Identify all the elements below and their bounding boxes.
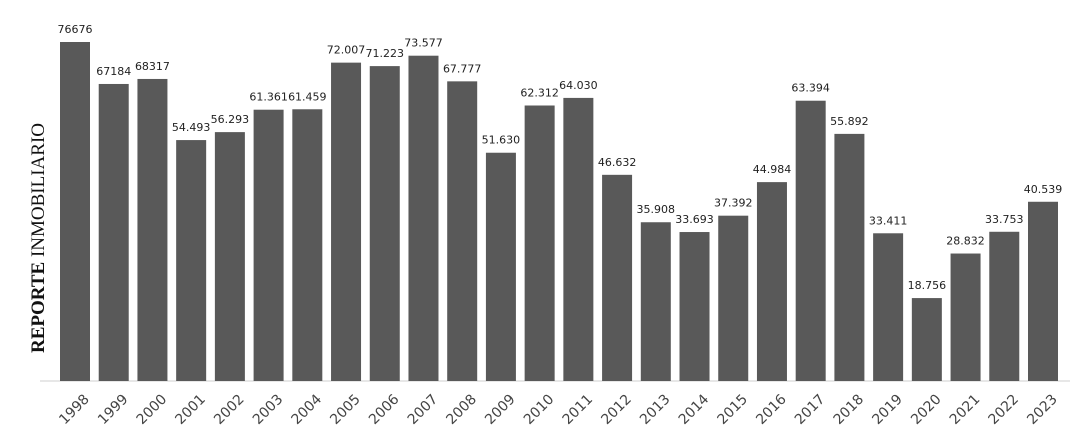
value-label: 18.756 <box>908 279 947 292</box>
value-label: 33.693 <box>675 213 714 226</box>
y-axis-label: REPORTE INMOBILIARIO <box>28 123 49 353</box>
x-tick-label: 1998 <box>56 391 93 428</box>
bar <box>98 83 129 382</box>
value-label: 71.223 <box>366 47 405 60</box>
x-tick-label: 2013 <box>637 391 674 428</box>
bar <box>989 231 1020 381</box>
x-tick-label: 2005 <box>327 391 364 428</box>
value-label: 40.539 <box>1024 183 1063 196</box>
bar <box>873 233 904 381</box>
bar <box>408 55 439 382</box>
bar <box>60 42 90 381</box>
x-tick-label: 2015 <box>714 391 751 428</box>
bar <box>718 215 749 381</box>
value-label: 51.630 <box>482 134 521 147</box>
x-tick-label: 2001 <box>172 391 209 428</box>
bar <box>563 97 594 381</box>
y-label-rest: INMOBILIARIO <box>28 123 49 257</box>
value-label: 64.030 <box>559 79 598 92</box>
value-label: 61.361 <box>249 91 288 104</box>
value-label: 44.984 <box>753 163 792 176</box>
x-tick-label: 2020 <box>908 391 945 428</box>
x-tick-label: 2012 <box>598 391 635 428</box>
value-label: 67184 <box>96 65 131 78</box>
bar <box>524 105 555 381</box>
x-tick-label: 2011 <box>560 391 597 428</box>
value-label: 56.293 <box>211 113 250 126</box>
bar <box>834 133 865 381</box>
bar <box>331 62 362 382</box>
bar <box>485 152 516 381</box>
x-tick-label: 2006 <box>366 391 403 428</box>
x-tick-label: 2010 <box>521 391 558 428</box>
bar <box>795 100 826 382</box>
x-tick-label: 2000 <box>134 391 171 428</box>
x-tick-label: 2008 <box>443 391 480 428</box>
value-label: 61.459 <box>288 90 327 103</box>
bar <box>253 109 284 381</box>
value-label: 73.577 <box>404 37 443 50</box>
value-label: 35.908 <box>637 203 676 216</box>
x-tick-label: 2017 <box>792 391 829 428</box>
x-tick-label: 2019 <box>869 391 906 428</box>
bar <box>602 174 633 381</box>
x-tick-label: 2021 <box>947 391 984 428</box>
x-tick-label: 2023 <box>1024 391 1061 428</box>
bar <box>214 132 245 381</box>
bar <box>292 109 323 382</box>
x-tick-label: 2022 <box>986 391 1023 428</box>
value-label: 46.632 <box>598 156 637 169</box>
bar <box>911 298 942 381</box>
bar <box>679 232 710 381</box>
bar <box>950 253 981 381</box>
x-tick-label: 2009 <box>482 391 519 428</box>
bar <box>1028 201 1058 381</box>
value-label: 33.411 <box>869 214 908 227</box>
x-tick-label: 2014 <box>676 391 713 428</box>
value-label: 55.892 <box>830 115 869 128</box>
x-tick-label: 2002 <box>211 391 248 428</box>
value-label: 72.007 <box>327 44 366 57</box>
bar <box>447 81 478 381</box>
x-tick-label: 2018 <box>831 391 868 428</box>
x-tick-label: 2016 <box>753 391 790 428</box>
x-tick-label: 1999 <box>95 391 132 428</box>
x-tick-label: 2007 <box>405 391 442 428</box>
value-label: 54.493 <box>172 121 211 134</box>
x-tick-label: 2004 <box>289 391 326 428</box>
bar <box>176 140 207 381</box>
value-label: 67.777 <box>443 62 482 75</box>
value-label: 62.312 <box>520 87 559 100</box>
value-label: 68317 <box>135 60 170 73</box>
bar <box>369 66 400 381</box>
value-label: 28.832 <box>946 235 985 248</box>
x-tick-label: 2003 <box>250 391 287 428</box>
value-label: 76676 <box>58 23 93 36</box>
bar <box>756 182 787 381</box>
value-label: 37.392 <box>714 197 753 210</box>
value-label: 33.753 <box>985 213 1024 226</box>
bar <box>640 222 671 381</box>
y-label-bold: REPORTE <box>28 262 49 353</box>
bar <box>137 78 168 381</box>
value-label: 63.394 <box>791 82 830 95</box>
